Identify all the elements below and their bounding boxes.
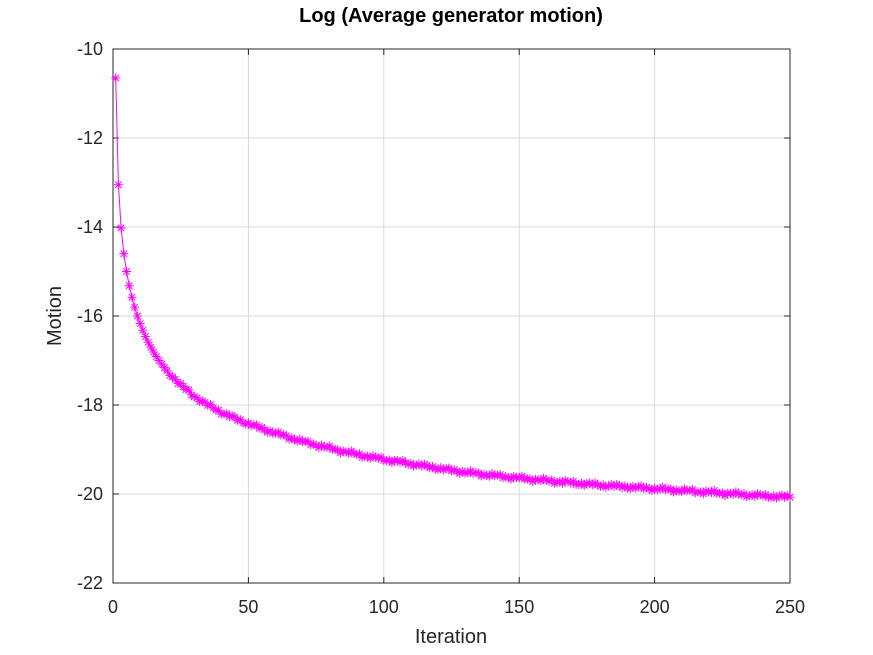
data-point-marker <box>130 302 140 312</box>
x-tick-labels: 0 50 100 150 200 250 <box>108 597 805 617</box>
data-point-marker <box>113 180 123 190</box>
x-tick-label: 200 <box>640 597 670 617</box>
y-tick-label: -14 <box>77 217 103 237</box>
data-point-marker <box>143 337 153 347</box>
data-point-marker <box>116 223 126 233</box>
data-point-marker <box>146 342 156 352</box>
data-point-marker <box>392 455 402 465</box>
x-tick-label: 250 <box>775 597 805 617</box>
data-point-marker <box>758 491 768 501</box>
data-point-marker <box>785 492 795 502</box>
x-tick-label: 50 <box>238 597 258 617</box>
y-tick-label: -22 <box>77 573 103 593</box>
y-axis-label: Motion <box>44 286 66 346</box>
series-layer <box>111 73 795 503</box>
data-point-marker <box>135 319 145 329</box>
data-point-marker <box>192 393 202 403</box>
data-point-marker <box>425 463 435 473</box>
x-axis-label: Iteration <box>415 626 487 648</box>
tick-marks <box>112 48 791 584</box>
chart-title: Log (Average generator motion) <box>299 5 603 27</box>
data-point-marker <box>127 292 137 302</box>
y-tick-label: -16 <box>77 306 103 326</box>
y-tick-label: -18 <box>77 395 103 415</box>
x-tick-label: 150 <box>504 597 534 617</box>
data-point-marker <box>111 73 121 83</box>
y-tick-label: -12 <box>77 128 103 148</box>
data-point-marker <box>555 477 565 487</box>
data-point-marker <box>122 267 132 276</box>
data-point-marker <box>747 490 757 500</box>
data-point-marker <box>162 366 172 376</box>
x-tick-label: 100 <box>369 597 399 617</box>
y-tick-label: -10 <box>77 39 103 59</box>
y-tick-labels: -10 -12 -14 -16 -18 -20 -22 <box>77 39 103 593</box>
x-tick-label: 0 <box>108 597 118 617</box>
data-point-marker <box>124 281 134 291</box>
data-point-marker <box>119 249 129 259</box>
y-tick-label: -20 <box>77 484 103 504</box>
data-point-marker <box>132 311 142 321</box>
